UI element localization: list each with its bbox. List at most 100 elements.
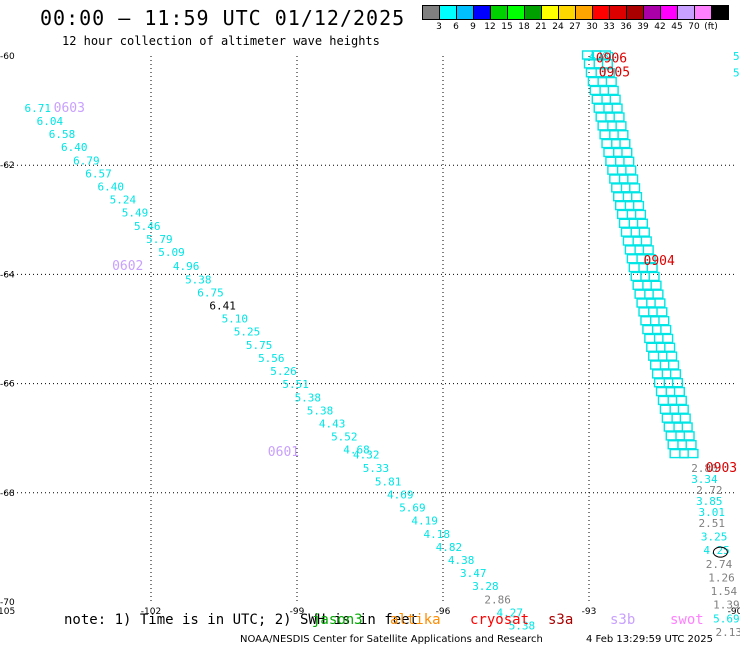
overlap-mark [679, 448, 699, 459]
overlap-mark [581, 50, 602, 60]
swh-point: 4.27 [497, 606, 524, 619]
swh-point: 5.49 [122, 207, 149, 220]
overlap-mark [663, 378, 684, 388]
swh-point: 2.74 [706, 558, 733, 571]
credit-line: NOAA/NESDIS Center for Satellite Applica… [240, 634, 543, 645]
swh-point: 6.58 [49, 128, 76, 141]
x-tick-label: -102 [141, 607, 161, 617]
overlap-mark [611, 183, 631, 193]
overlap-mark [642, 280, 662, 290]
track-label: 0602 [112, 259, 143, 274]
overlap-mark [646, 342, 666, 352]
swh-point: 2.51 [699, 517, 726, 530]
x-tick-label: -105 [0, 607, 15, 617]
swh-point: 4.43 [319, 417, 346, 430]
track-label: 0603 [54, 101, 85, 116]
overlap-mark [651, 369, 672, 379]
timestamp: 4 Feb 13:29:59 UTC 2025 [586, 634, 713, 645]
swh-point: 5.09 [158, 246, 185, 259]
overlap-mark [651, 324, 672, 335]
overlap-mark [597, 121, 617, 131]
overlap-mark [628, 218, 648, 228]
overlap-mark [591, 94, 611, 104]
scale-label: 3 [436, 22, 442, 32]
x-tick-label: -93 [582, 607, 597, 617]
overlap-mark [636, 298, 656, 308]
overlap-mark [624, 245, 645, 255]
overlap-mark [609, 130, 629, 140]
grid-lines [5, 56, 735, 602]
overlap-mark [640, 271, 660, 282]
scale-label: 70 [688, 22, 700, 32]
x-tick-label: -90 [728, 607, 740, 617]
swh-point: 4.19 [411, 515, 438, 528]
overlap-mark [642, 324, 662, 335]
swh-point: 5.26 [270, 365, 297, 378]
overlap-mark [663, 422, 684, 432]
overlap-mark [587, 76, 608, 87]
swh-point: 6.75 [197, 286, 224, 299]
overlap-mark [628, 262, 648, 273]
swh-point: 6.71 [24, 102, 51, 115]
overlap-mark [583, 59, 604, 69]
swh-point: 4.96 [173, 260, 200, 273]
overlap-mark [659, 404, 680, 414]
swh-point: 6.40 [97, 180, 124, 193]
overlap-mark [620, 227, 641, 237]
overlap-mark [657, 395, 678, 406]
swh-point: 2.86 [484, 593, 511, 606]
y-tick-label: -64 [0, 270, 15, 280]
satellite-jason3: jason3 [312, 612, 363, 628]
overlap-mark [614, 200, 635, 211]
overlap-mark [644, 289, 664, 299]
swh-point: 5.46 [134, 220, 161, 233]
swh-point: 6.79 [73, 154, 100, 167]
overlap-mark [626, 209, 647, 220]
y-tick-label: -68 [0, 489, 15, 499]
satellite-s3b: s3b [610, 612, 636, 628]
overlap-mark [677, 440, 697, 450]
edge-label: 5 [733, 66, 740, 79]
data-points: 6.716.046.586.406.796.576.405.245.495.46… [24, 50, 740, 639]
overlap-mark [634, 245, 654, 255]
swh-point: 3.34 [691, 473, 718, 486]
overlap-mark [661, 369, 682, 379]
overlap-mark [640, 316, 660, 326]
swh-point: 5.38 [185, 273, 212, 286]
scale-label: 45 [671, 22, 683, 32]
swh-point: 5.69 [399, 502, 426, 515]
overlap-mark [653, 378, 674, 388]
satellite-s3a: s3a [548, 612, 574, 628]
overlap-mark [616, 209, 637, 220]
overlap-mark [648, 307, 668, 317]
satellite-swot: swot [670, 612, 704, 628]
swh-point: 5.38 [509, 619, 536, 632]
swh-point: 2.13 [716, 626, 740, 639]
overlap-mark [585, 68, 606, 78]
overlap-mark [657, 351, 678, 361]
overlap-mark [665, 386, 685, 397]
swh-point: 4.82 [436, 541, 463, 554]
swh-point: 1.54 [711, 585, 738, 598]
swh-point: 3.01 [699, 506, 726, 519]
swh-point: 5.69 [713, 612, 740, 625]
swh-point: 5.75 [246, 339, 273, 352]
track-label: 0903 [706, 461, 737, 476]
swh-point: 5.25 [234, 326, 261, 339]
overlap-mark [667, 395, 687, 406]
scale-label: 18 [518, 22, 530, 32]
swh-point: 3.47 [460, 567, 487, 580]
overlap-mark [624, 200, 645, 211]
swh-point: 4.69 [387, 488, 414, 501]
swh-point: 5.24 [110, 194, 137, 207]
ring-mark [712, 546, 728, 558]
y-tick-label: -62 [0, 161, 15, 171]
chart-title: 00:00 – 11:59 UTC 01/12/2025 [40, 6, 406, 30]
overlap-mark [626, 254, 647, 264]
swh-point: 5.56 [258, 352, 285, 365]
swh-point: 5.38 [307, 404, 334, 417]
swh-point: 4.32 [353, 449, 380, 462]
scale-label: 27 [569, 22, 581, 32]
overlap-mark [613, 192, 633, 202]
scale-label: 30 [586, 22, 598, 32]
